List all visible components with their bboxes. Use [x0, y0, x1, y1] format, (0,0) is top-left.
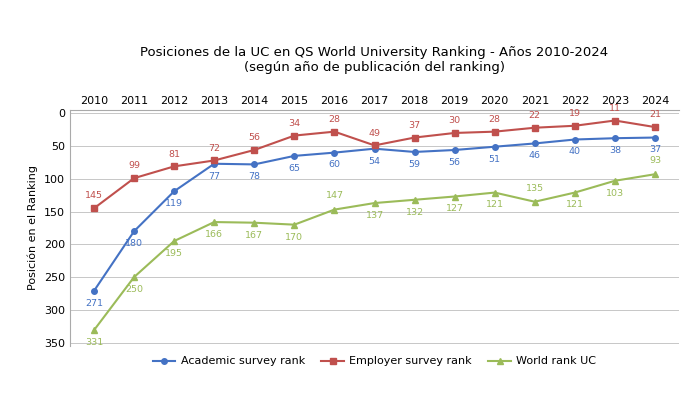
Academic survey rank	[570, 137, 579, 142]
Employer survey rank	[410, 135, 419, 140]
Employer survey rank	[170, 164, 178, 169]
Text: 19: 19	[569, 109, 581, 118]
Text: 99: 99	[128, 161, 140, 170]
Employer survey rank	[90, 206, 98, 211]
Academic survey rank	[491, 144, 499, 149]
Text: 37: 37	[409, 121, 421, 130]
Employer survey rank	[450, 130, 459, 135]
Academic survey rank	[450, 148, 459, 152]
World rank UC	[531, 199, 539, 204]
Text: 103: 103	[606, 189, 624, 198]
Academic survey rank	[290, 154, 299, 158]
Text: 28: 28	[328, 115, 340, 124]
Text: 93: 93	[649, 156, 661, 165]
Text: 78: 78	[248, 172, 260, 181]
World rank UC	[491, 190, 499, 195]
Employer survey rank	[570, 123, 579, 128]
World rank UC	[410, 197, 419, 202]
Academic survey rank	[170, 189, 178, 194]
Text: 195: 195	[165, 249, 183, 258]
Employer survey rank	[531, 125, 539, 130]
Text: 72: 72	[208, 143, 220, 152]
Text: 38: 38	[609, 146, 621, 155]
Text: 180: 180	[125, 239, 143, 248]
Text: 250: 250	[125, 285, 143, 294]
Text: 56: 56	[248, 133, 260, 142]
Text: 127: 127	[446, 204, 463, 213]
Text: 34: 34	[288, 119, 300, 128]
Academic survey rank	[330, 150, 339, 155]
Text: 81: 81	[168, 149, 180, 158]
World rank UC	[651, 172, 659, 176]
Employer survey rank	[491, 129, 499, 134]
Text: 137: 137	[365, 211, 384, 220]
Employer survey rank	[651, 125, 659, 129]
Text: 145: 145	[85, 191, 103, 200]
World rank UC	[610, 178, 619, 183]
Employer survey rank	[130, 176, 139, 180]
Text: 22: 22	[528, 111, 541, 120]
Text: 56: 56	[449, 158, 461, 167]
Academic survey rank	[370, 146, 379, 151]
Text: 60: 60	[328, 160, 340, 169]
Academic survey rank	[90, 288, 98, 293]
World rank UC	[570, 190, 579, 195]
World rank UC	[450, 194, 459, 199]
Text: 37: 37	[649, 145, 661, 154]
Academic survey rank	[250, 162, 258, 167]
Text: 51: 51	[489, 154, 500, 163]
Employer survey rank	[210, 158, 218, 163]
Text: 135: 135	[526, 184, 544, 193]
Text: 49: 49	[368, 129, 381, 138]
World rank UC	[290, 222, 299, 227]
Line: Employer survey rank: Employer survey rank	[91, 118, 658, 211]
Academic survey rank	[210, 162, 218, 166]
Text: 30: 30	[449, 116, 461, 125]
World rank UC	[370, 201, 379, 206]
Text: 147: 147	[326, 191, 344, 200]
Academic survey rank	[130, 229, 139, 233]
Text: 167: 167	[245, 231, 263, 240]
World rank UC	[90, 328, 98, 332]
World rank UC	[210, 220, 218, 224]
Employer survey rank	[290, 133, 299, 138]
Title: Posiciones de la UC en QS World University Ranking - Años 2010-2024
(según año d: Posiciones de la UC en QS World Universi…	[141, 46, 608, 74]
World rank UC	[330, 207, 339, 212]
Text: 271: 271	[85, 299, 103, 308]
Text: 28: 28	[489, 115, 500, 124]
Academic survey rank	[531, 141, 539, 146]
Text: 166: 166	[205, 230, 223, 239]
Text: 132: 132	[405, 208, 424, 217]
Text: 77: 77	[208, 172, 220, 181]
World rank UC	[250, 220, 258, 225]
Text: 59: 59	[409, 160, 421, 169]
Text: 54: 54	[368, 156, 381, 165]
Text: 65: 65	[288, 164, 300, 173]
Text: 46: 46	[528, 151, 541, 160]
World rank UC	[130, 275, 139, 279]
Text: 119: 119	[165, 199, 183, 208]
Employer survey rank	[250, 148, 258, 152]
Text: 121: 121	[566, 200, 584, 209]
Line: World rank UC: World rank UC	[91, 171, 658, 333]
Employer survey rank	[610, 118, 619, 123]
Text: 11: 11	[609, 104, 621, 113]
Academic survey rank	[410, 150, 419, 154]
Text: 40: 40	[569, 147, 581, 156]
Text: 170: 170	[286, 233, 303, 242]
World rank UC	[170, 239, 178, 243]
Academic survey rank	[610, 136, 619, 141]
Line: Academic survey rank: Academic survey rank	[91, 135, 658, 294]
Text: 21: 21	[649, 110, 661, 119]
Employer survey rank	[370, 143, 379, 148]
Legend: Academic survey rank, Employer survey rank, World rank UC: Academic survey rank, Employer survey ra…	[148, 352, 601, 371]
Text: 331: 331	[85, 338, 103, 347]
Academic survey rank	[651, 135, 659, 140]
Text: 121: 121	[486, 200, 504, 209]
Employer survey rank	[330, 129, 339, 134]
Y-axis label: Posición en el Ranking: Posición en el Ranking	[28, 165, 38, 290]
